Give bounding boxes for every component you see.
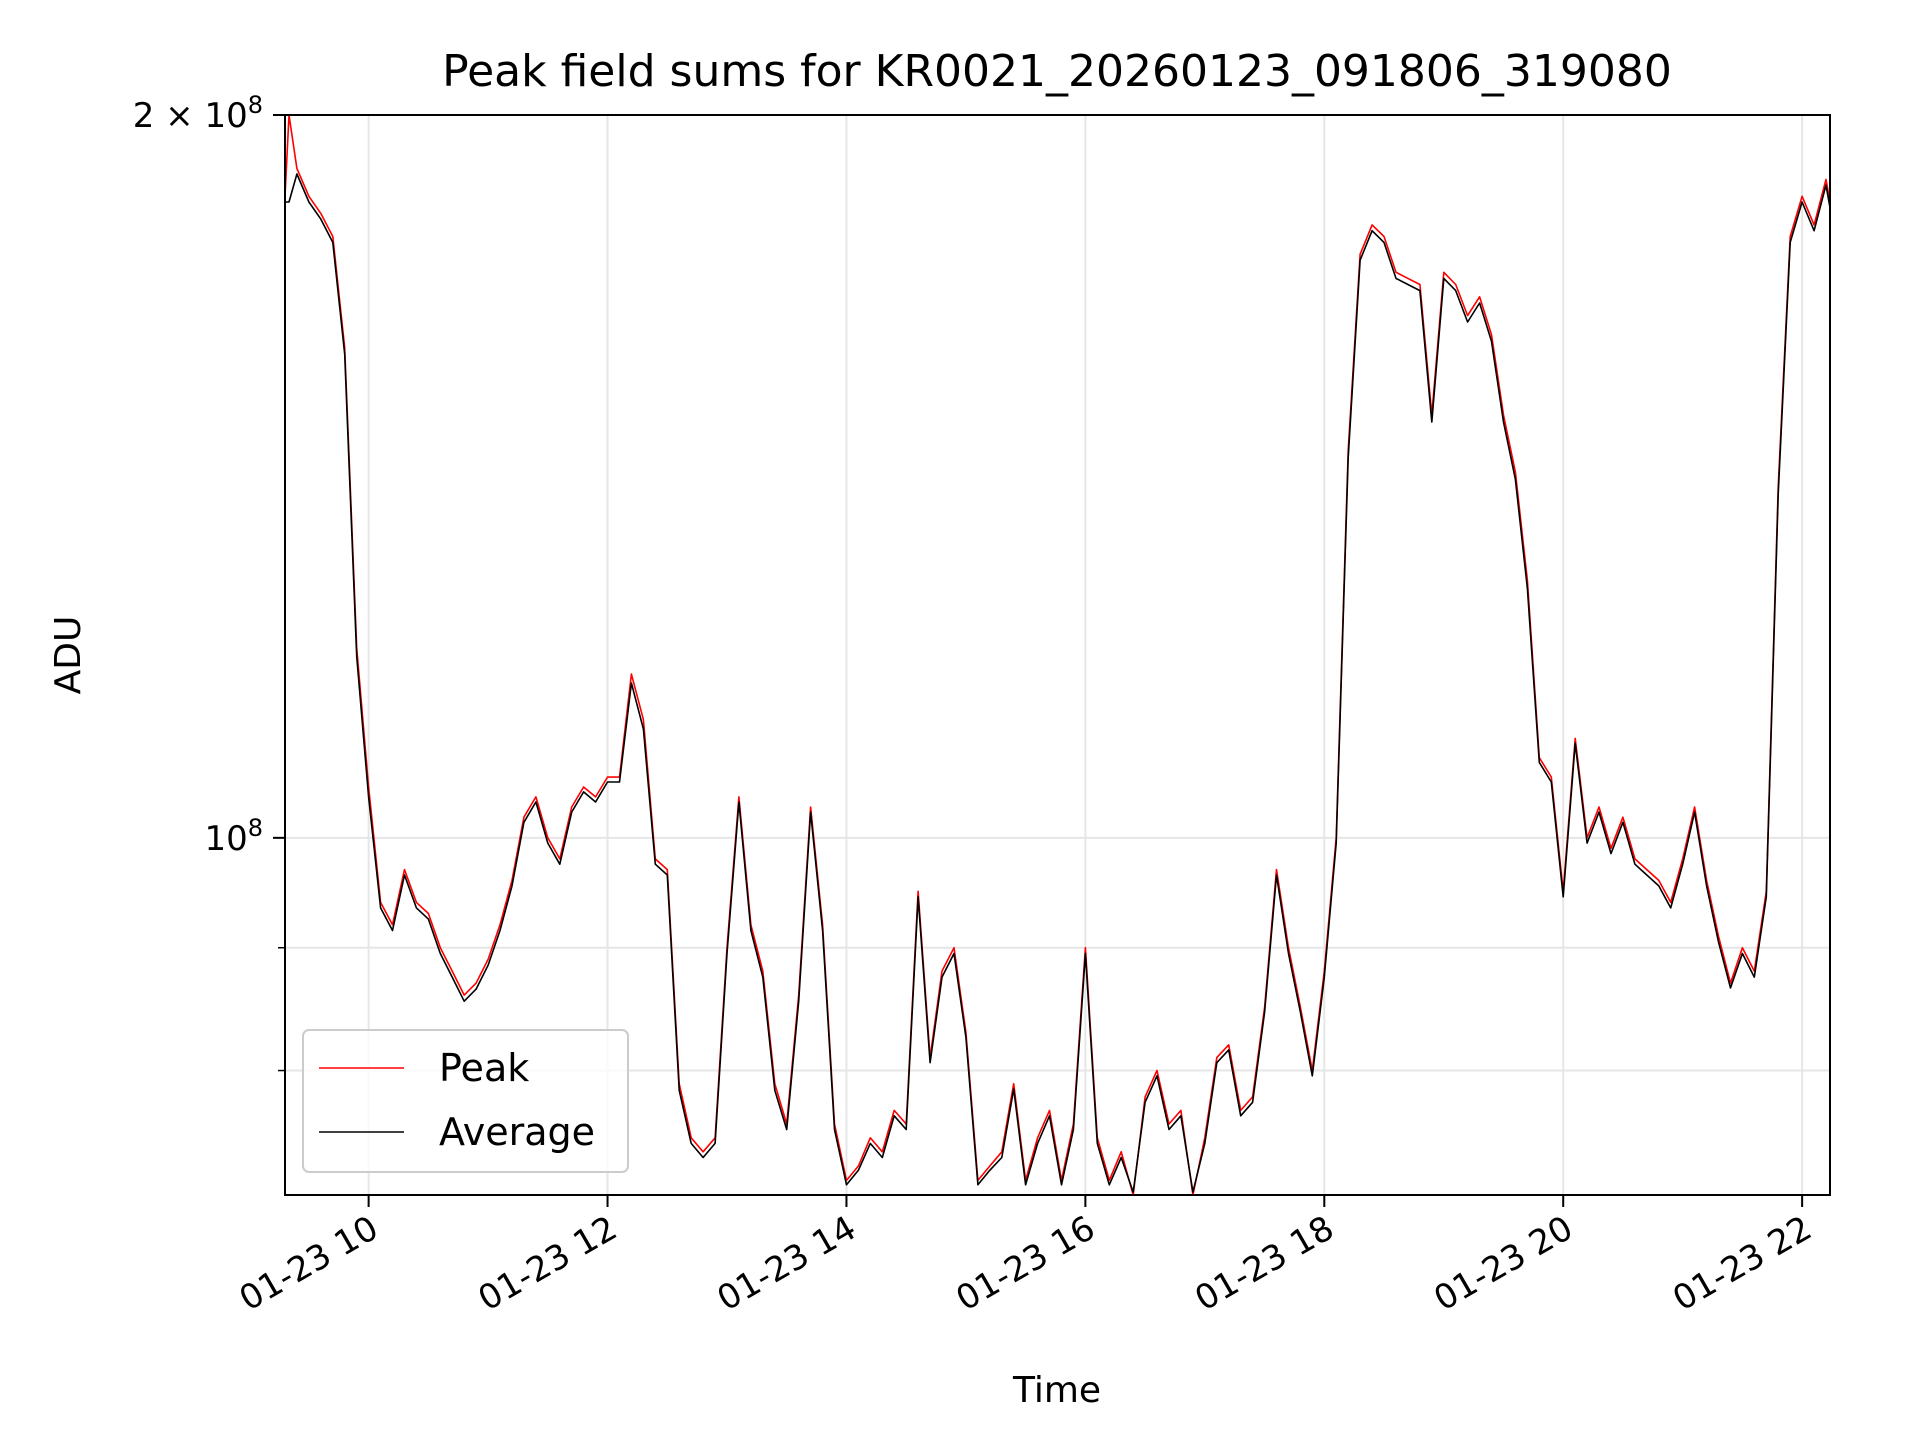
legend-box	[302, 1029, 629, 1173]
y-tick-label: 108	[204, 814, 263, 859]
plot-frame	[284, 114, 1831, 1196]
series-line-average	[285, 173, 1830, 1193]
legend-label-peak: Peak	[439, 1046, 529, 1090]
y-axis: 108 2 × 108	[133, 91, 285, 1072]
x-axis-label: Time	[1012, 1370, 1101, 1411]
y-tick-label: 2 × 108	[133, 91, 263, 136]
series-lines	[285, 115, 1830, 1195]
y-axis-label: ADU	[48, 616, 89, 695]
legend-label-average: Average	[439, 1110, 595, 1154]
chart-title: Peak field sums for KR0021_20260123_0918…	[442, 46, 1672, 97]
legend: Peak Average	[302, 1029, 629, 1173]
